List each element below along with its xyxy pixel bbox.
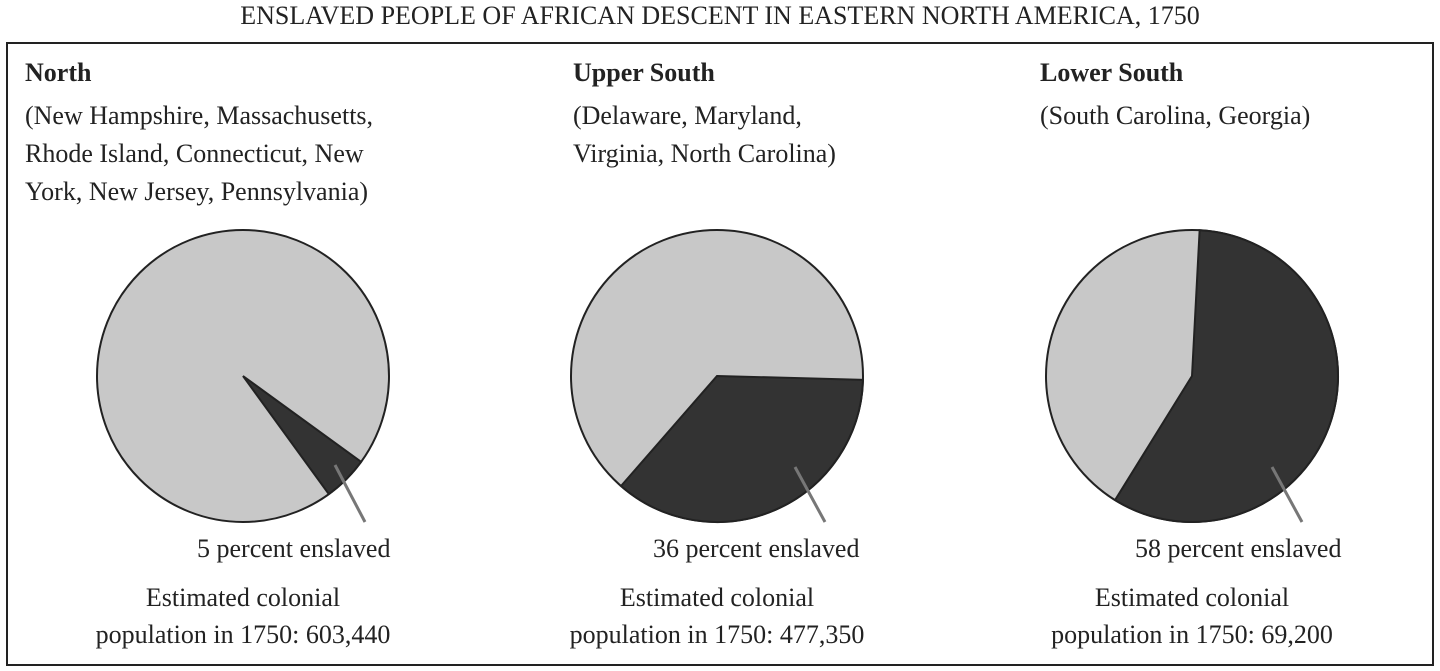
region-subtitle: Rhode Island, Connecticut, New (25, 139, 364, 168)
population-note: population in 1750: 69,200 (1051, 620, 1333, 649)
region-subtitle: (South Carolina, Georgia) (1040, 101, 1310, 130)
frame (6, 42, 1434, 666)
chart-title: ENSLAVED PEOPLE OF AFRICAN DESCENT IN EA… (240, 1, 1200, 30)
population-note: Estimated colonial (1095, 583, 1289, 612)
value-label: 58 percent enslaved (1135, 534, 1341, 563)
pie-slice (242, 375, 363, 496)
leader-line (793, 466, 827, 523)
pie-slice (1113, 229, 1339, 523)
leader-line (333, 464, 367, 523)
population-note: Estimated colonial (146, 583, 340, 612)
value-label: 5 percent enslaved (197, 534, 390, 563)
population-note: Estimated colonial (620, 583, 814, 612)
pie-slice (619, 374, 864, 523)
population-note: population in 1750: 477,350 (570, 620, 865, 649)
region-title: Upper South (573, 58, 715, 87)
leader-line (1270, 466, 1304, 523)
region-subtitle: (Delaware, Maryland, (573, 101, 802, 130)
region-title: North (25, 58, 92, 87)
region-subtitle: Virginia, North Carolina) (573, 139, 836, 168)
population-note: population in 1750: 603,440 (96, 620, 391, 649)
region-subtitle: (New Hampshire, Massachusetts, (25, 101, 373, 130)
region-subtitle: York, New Jersey, Pennsylvania) (25, 177, 368, 206)
value-label: 36 percent enslaved (653, 534, 859, 563)
region-title: Lower South (1040, 58, 1184, 87)
